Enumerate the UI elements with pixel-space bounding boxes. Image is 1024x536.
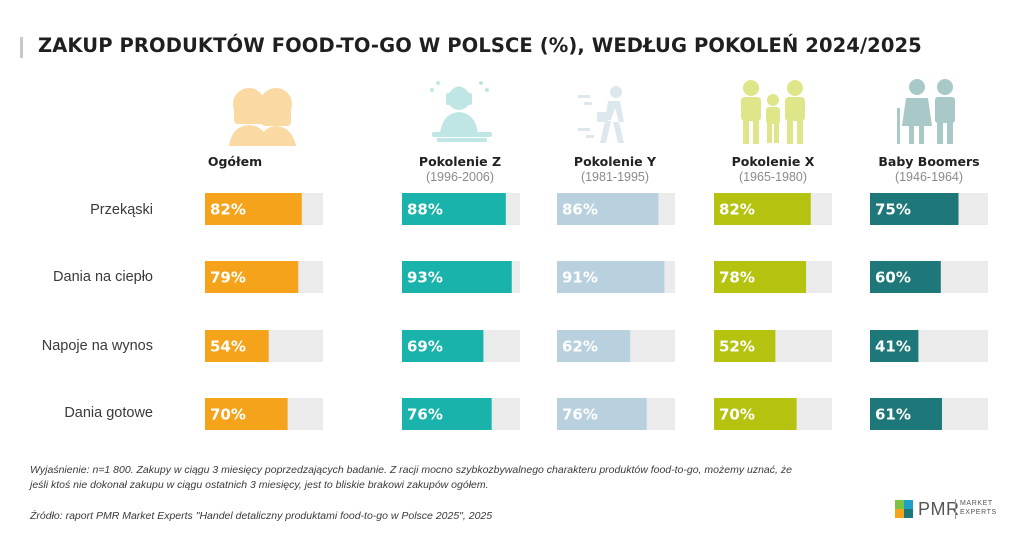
family-group-icon <box>229 88 296 146</box>
col-header-sub-3: (1965-1980) <box>739 170 807 184</box>
bar <box>557 193 659 225</box>
bar-value-label: 76% <box>407 406 443 424</box>
logo-subtitle: MARKET EXPERTS <box>960 500 997 517</box>
bar <box>402 261 512 293</box>
col-header-sub-1: (1996-2006) <box>426 170 494 184</box>
col-header-name-1: Pokolenie Z <box>419 154 501 169</box>
family-figures-icon <box>741 80 805 144</box>
bar <box>714 193 811 225</box>
col-header-name-0: Ogółem <box>208 154 262 169</box>
bar-value-label: 54% <box>210 338 246 356</box>
bar <box>402 330 484 362</box>
bar-value-label: 60% <box>875 269 911 287</box>
logo-sub-line1: MARKET <box>960 500 993 507</box>
bar <box>870 261 941 293</box>
bar-value-label: 69% <box>407 338 443 356</box>
logo-sub-line2: EXPERTS <box>960 508 997 516</box>
row-label-1: Dania na ciepło <box>53 269 153 285</box>
explanation-note: Wyjaśnienie: n=1 800. Zakupy w ciągu 3 m… <box>30 464 792 491</box>
bar <box>714 398 797 430</box>
bar-value-label: 86% <box>562 201 598 219</box>
col-header-name-4: Baby Boomers <box>878 154 979 169</box>
bar <box>205 193 302 225</box>
bar <box>557 261 665 293</box>
bar <box>557 398 647 430</box>
bar-value-label: 93% <box>407 269 443 287</box>
bar <box>205 398 288 430</box>
col-header-sub-4: (1946-1964) <box>895 170 963 184</box>
bar <box>714 261 807 293</box>
bar-value-label: 70% <box>719 406 755 424</box>
bar-value-label: 61% <box>875 406 911 424</box>
logo-name: PMR <box>918 499 960 519</box>
bar-value-label: 75% <box>875 201 911 219</box>
bar-value-label: 79% <box>210 269 246 287</box>
pmr-logo: PMR MARKET EXPERTS <box>893 498 1003 520</box>
title-accent-bar <box>20 37 23 58</box>
gamer-headset-icon <box>430 81 492 142</box>
bar-value-label: 41% <box>875 338 911 356</box>
bar <box>402 193 506 225</box>
bar <box>870 193 959 225</box>
walking-person-icon <box>578 86 624 143</box>
row-label-3: Dania gotowe <box>64 405 153 421</box>
bar-value-label: 52% <box>719 338 755 356</box>
bar-value-label: 82% <box>719 201 755 219</box>
col-header-sub-2: (1981-1995) <box>581 170 649 184</box>
logo-divider <box>955 499 956 519</box>
bars-layer: 82% 79% 54% 70% 88% 93% 69% 76% 86% 91% 62% 76% 82% 7… <box>205 193 988 430</box>
bar <box>205 261 299 293</box>
bar <box>714 330 776 362</box>
bar-value-label: 82% <box>210 201 246 219</box>
bar-value-label: 91% <box>562 269 598 287</box>
chart-title: ZAKUP PRODUKTÓW FOOD-TO-GO W POLSCE (%),… <box>38 34 922 57</box>
bar <box>870 330 919 362</box>
bar-value-label: 88% <box>407 201 443 219</box>
bar-value-label: 62% <box>562 338 598 356</box>
bar <box>402 398 492 430</box>
bar-value-label: 70% <box>210 406 246 424</box>
bar-value-label: 76% <box>562 406 598 424</box>
bar <box>870 398 942 430</box>
source-note: Źródło: raport PMR Market Experts "Hande… <box>30 510 493 522</box>
col-header-name-3: Pokolenie X <box>732 154 815 169</box>
bar-value-label: 78% <box>719 269 755 287</box>
pmr-logo-mark-icon <box>895 500 913 518</box>
bar <box>205 330 269 362</box>
row-label-0: Przekąski <box>90 202 153 218</box>
col-header-name-2: Pokolenie Y <box>574 154 657 169</box>
bar <box>557 330 631 362</box>
elderly-couple-icon <box>897 79 955 144</box>
row-label-2: Napoje na wynos <box>42 338 153 354</box>
